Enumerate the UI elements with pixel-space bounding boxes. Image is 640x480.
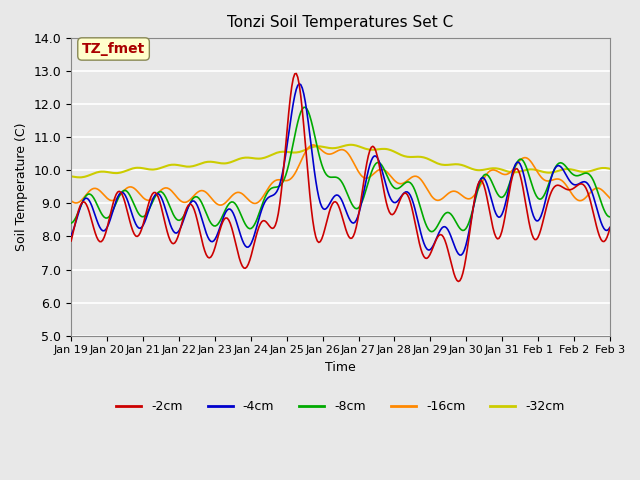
Y-axis label: Soil Temperature (C): Soil Temperature (C) [15, 122, 28, 251]
Legend: -2cm, -4cm, -8cm, -16cm, -32cm: -2cm, -4cm, -8cm, -16cm, -32cm [111, 396, 570, 419]
Text: TZ_fmet: TZ_fmet [82, 42, 145, 56]
X-axis label: Time: Time [325, 361, 356, 374]
Title: Tonzi Soil Temperatures Set C: Tonzi Soil Temperatures Set C [227, 15, 454, 30]
